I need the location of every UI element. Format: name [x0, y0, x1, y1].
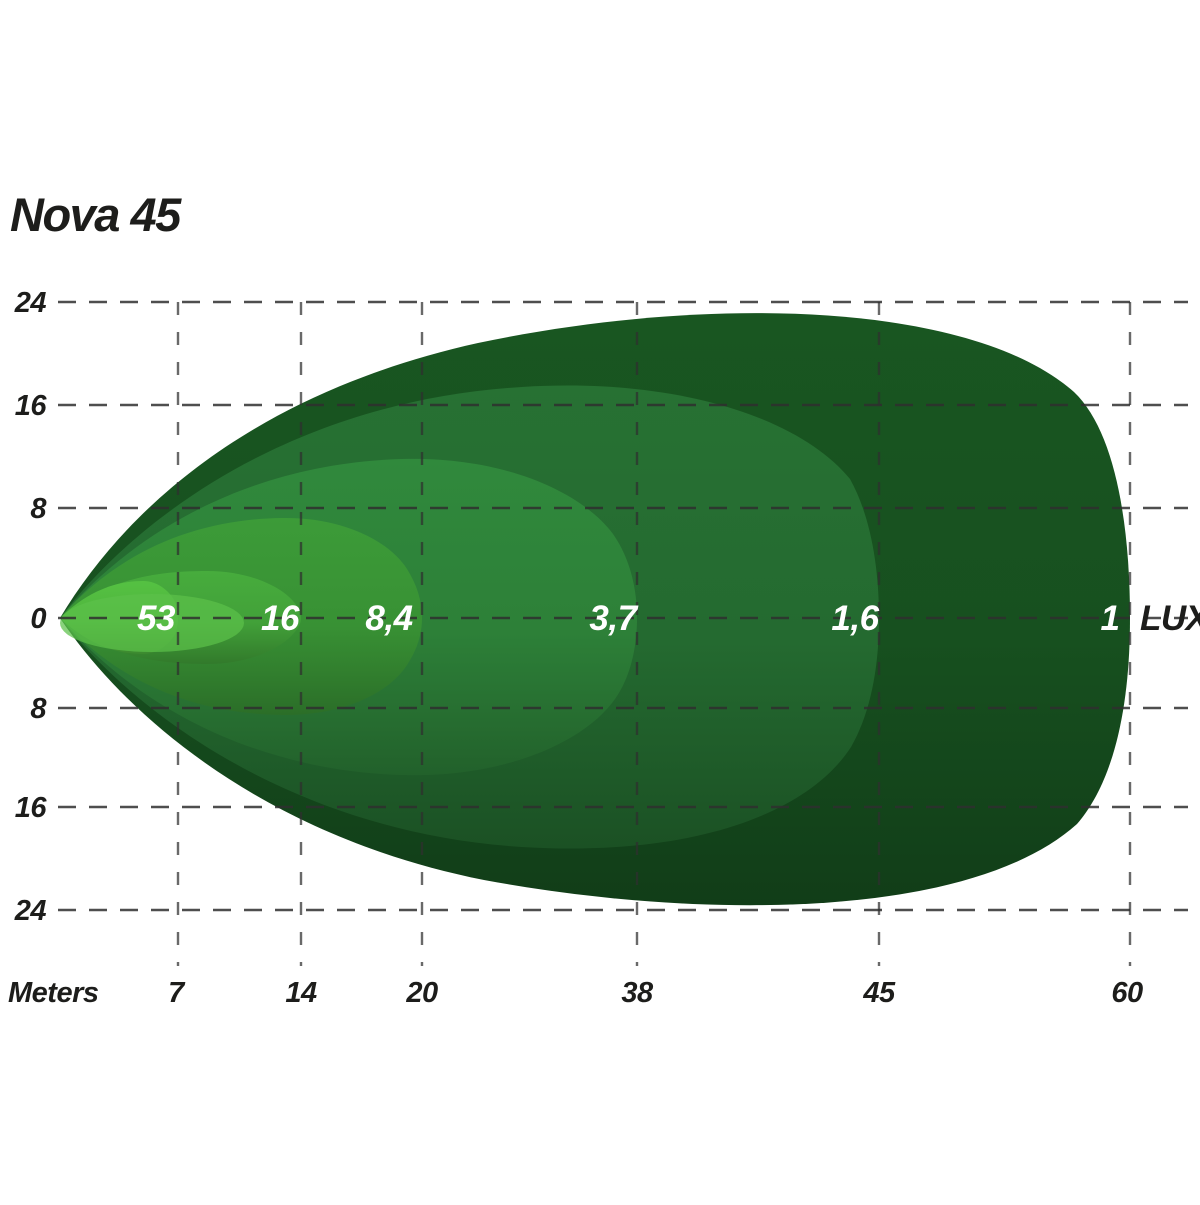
beam-zones — [60, 313, 1130, 906]
y-axis-tick-label: 16 — [15, 390, 48, 422]
x-axis-tick-label: 60 — [1111, 977, 1143, 1009]
x-axis-tick-label: 14 — [285, 977, 317, 1009]
y-axis-tick-label: 0 — [30, 603, 46, 635]
zone-label-53: 53 — [137, 599, 176, 638]
beam-hotspot — [60, 594, 244, 652]
x-axis-tick-label: 7 — [168, 977, 186, 1009]
grid — [58, 300, 1188, 966]
zone-label-8_4: 8,4 — [365, 599, 412, 638]
x-axis-tick-label: 38 — [621, 977, 654, 1009]
x-axis: Meters 7 14 20 38 45 60 — [8, 977, 1143, 1009]
y-axis-tick-label: 8 — [30, 693, 47, 725]
x-axis-tick-label: 45 — [862, 977, 896, 1009]
y-axis: 24 16 8 0 8 16 24 — [14, 287, 48, 927]
zone-label-3_7: 3,7 — [589, 599, 638, 638]
y-axis-tick-label: 8 — [30, 493, 47, 525]
x-axis-title: Meters — [8, 977, 99, 1009]
y-axis-tick-label: 24 — [14, 287, 47, 319]
x-axis-tick-label: 20 — [405, 977, 438, 1009]
y-axis-tick-label: 24 — [14, 895, 47, 927]
zone-labels: 53 16 8,4 3,7 1,6 1 — [137, 599, 1120, 638]
zone-label-1: 1 — [1101, 599, 1120, 638]
y-axis-tick-label: 16 — [15, 792, 48, 824]
zone-label-1_6: 1,6 — [831, 599, 879, 638]
chart-title: Nova 45 — [10, 188, 182, 241]
lux-unit-label: LUX — [1140, 599, 1200, 638]
zone-label-16: 16 — [261, 599, 300, 638]
